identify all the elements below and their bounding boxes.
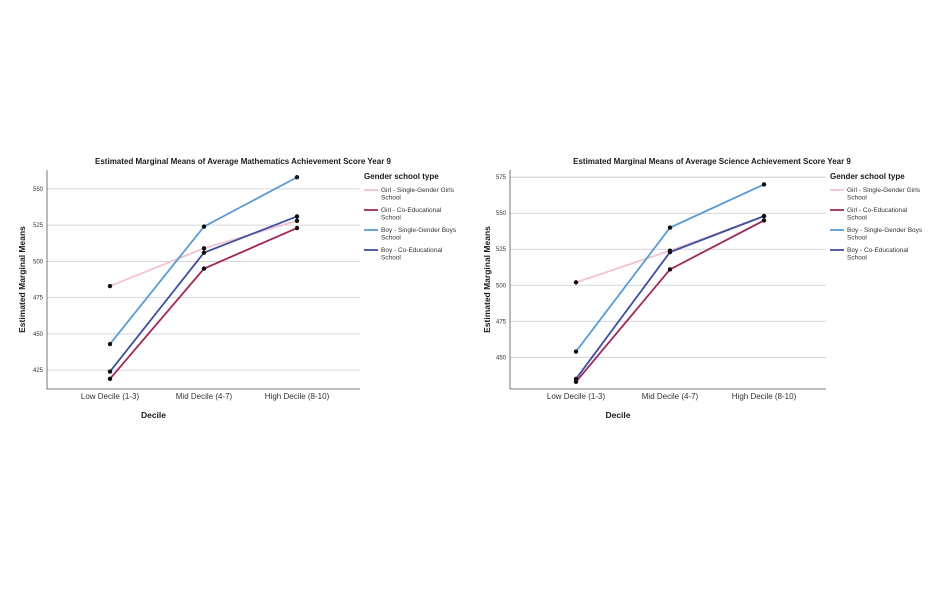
y-tick-label: 500 [496, 283, 507, 289]
x-tick-label: Low Decile (1-3) [547, 392, 606, 401]
legend-item-label: Boy - Co-Educational School [381, 247, 443, 262]
data-point [761, 182, 767, 187]
y-tick-label: 475 [496, 319, 507, 325]
y-axis-label: Estimated Marginal Means [17, 226, 27, 333]
data-point [294, 214, 300, 219]
y-axis-label: Estimated Marginal Means [482, 226, 492, 333]
x-tick-label: Mid Decile (4-7) [642, 392, 699, 401]
chart-title: Estimated Marginal Means of Average Math… [95, 157, 392, 166]
data-point [294, 218, 300, 223]
y-tick-label: 475 [33, 296, 44, 302]
data-point [573, 349, 579, 354]
chart-title: Estimated Marginal Means of Average Scie… [573, 157, 851, 166]
x-axis-label: Decile [605, 410, 630, 420]
x-axis-label: Decile [141, 410, 166, 420]
y-tick-label: 425 [33, 368, 44, 374]
x-tick-label: High Decile (8-10) [265, 392, 330, 401]
data-point [667, 225, 673, 230]
legend-item-label: Boy - Single-Gender Boys School [381, 227, 457, 242]
data-point [201, 224, 207, 229]
data-point [667, 249, 673, 255]
legend-item-label: Girl - Co-Educational School [847, 207, 908, 222]
x-tick-label: High Decile (8-10) [732, 392, 797, 401]
data-point [201, 250, 207, 255]
y-tick-label: 500 [33, 259, 44, 265]
legend-item-label: Girl - Single-Gender Girls School [847, 187, 921, 202]
data-point [201, 266, 207, 271]
data-point [107, 341, 113, 347]
series-line [575, 215, 765, 380]
data-point [107, 283, 113, 289]
data-point [107, 369, 113, 374]
y-tick-label: 525 [496, 247, 507, 253]
legend-item-label: Girl - Co-Educational School [381, 207, 442, 222]
data-point [107, 376, 113, 382]
data-point [573, 280, 579, 285]
y-tick-label: 550 [496, 211, 507, 217]
x-tick-label: Mid Decile (4-7) [176, 392, 233, 401]
y-tick-label: 525 [33, 223, 44, 229]
data-point [667, 267, 673, 272]
legend-item-label: Boy - Single-Gender Boys School [847, 227, 923, 242]
chart-2: Estimated Marginal Means of Average Scie… [482, 157, 923, 420]
data-point [761, 213, 767, 219]
series-line [109, 176, 298, 345]
x-tick-label: Low Decile (1-3) [81, 392, 140, 401]
data-point [201, 246, 207, 251]
data-point [573, 376, 579, 382]
y-tick-label: 550 [33, 187, 44, 193]
legend-item-label: Boy - Co-Educational School [847, 247, 909, 262]
data-point [294, 175, 300, 180]
legend-item-label: Girl - Single-Gender Girls School [381, 187, 455, 202]
chart-1: Estimated Marginal Means of Average Math… [17, 157, 457, 420]
data-point [761, 218, 767, 223]
y-tick-label: 575 [496, 175, 507, 181]
legend-title: Gender school type [364, 172, 439, 181]
y-tick-label: 450 [496, 355, 507, 361]
data-point [294, 225, 300, 231]
legend-title: Gender school type [830, 172, 905, 181]
y-tick-label: 450 [33, 332, 44, 338]
